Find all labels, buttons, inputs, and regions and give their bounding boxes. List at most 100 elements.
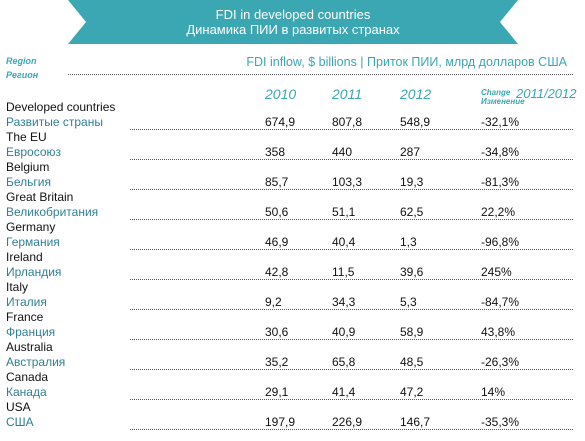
value-2010: 9,2	[265, 295, 282, 309]
row-divider	[130, 399, 573, 400]
value-2012: 548,9	[400, 115, 431, 129]
value-2012: 39,6	[400, 265, 424, 279]
table-row: USA США 197,9 226,9 146,7 -35,3%	[0, 400, 585, 430]
row-divider	[130, 369, 573, 370]
year-header-2012: 2012	[400, 86, 432, 102]
value-2010: 42,8	[265, 265, 289, 279]
units-label: FDI inflow, $ billions | Приток ПИИ, млр…	[246, 55, 567, 69]
table-row: Great Britain Великобритания 50,6 51,1 62,5 2…	[0, 190, 585, 220]
change-header-ru: Изменение	[481, 97, 525, 106]
value-2010: 46,9	[265, 235, 289, 249]
value-2011: 40,4	[332, 235, 356, 249]
value-2011: 807,8	[332, 115, 363, 129]
value-2012: 287	[400, 145, 421, 159]
header-divider	[68, 74, 573, 75]
value-2010: 29,1	[265, 385, 289, 399]
change-header-range: 2011/2012	[516, 86, 577, 101]
value-change: -84,7%	[481, 295, 520, 309]
value-2010: 30,6	[265, 325, 289, 339]
value-2010: 85,7	[265, 175, 289, 189]
value-2012: 1,3	[400, 235, 417, 249]
table-row: Ireland Ирландия 42,8 11,5 39,6 245%	[0, 250, 585, 280]
value-2012: 48,5	[400, 355, 424, 369]
region-name-ru: Евросоюз	[6, 145, 62, 159]
region-name-en: Italy	[6, 280, 29, 294]
change-header-en: Change	[481, 88, 511, 97]
region-name-ru: Великобритания	[6, 205, 99, 219]
value-2012: 58,9	[400, 325, 424, 339]
row-divider	[130, 279, 573, 280]
value-2011: 103,3	[332, 175, 363, 189]
value-2011: 11,5	[332, 265, 355, 279]
row-divider	[130, 309, 573, 310]
title-en: FDI in developed countries	[215, 7, 371, 22]
region-label-ru: Регион	[6, 70, 39, 80]
value-2011: 40,9	[332, 325, 356, 339]
table-row: Italy Италия 9,2 34,3 5,3 -84,7%	[0, 280, 585, 310]
value-2010: 50,6	[265, 205, 289, 219]
row-divider	[130, 339, 573, 340]
region-name-en: Australia	[6, 340, 53, 354]
value-2012: 19,3	[400, 175, 424, 189]
value-2011: 34,3	[332, 295, 356, 309]
region-name-en: Germany	[6, 220, 56, 234]
row-divider	[130, 429, 573, 430]
value-2011: 226,9	[332, 415, 363, 429]
title-ru: Динамика ПИИ в развитых странах	[186, 22, 400, 37]
value-change: -32,1%	[481, 115, 520, 129]
region-name-ru: Австралия	[6, 355, 66, 369]
table-row: France Франция 30,6 40,9 58,9 43,8%	[0, 310, 585, 340]
value-2011: 41,4	[332, 385, 356, 399]
value-change: 245%	[481, 265, 512, 279]
region-name-ru: Франция	[6, 325, 56, 339]
value-change: -96,8%	[481, 235, 520, 249]
value-2010: 35,2	[265, 355, 289, 369]
region-name-en: Belgium	[6, 160, 50, 174]
row-divider	[130, 219, 573, 220]
value-change: 14%	[481, 385, 506, 399]
change-header-labels: Change Изменение	[481, 88, 525, 106]
value-2012: 146,7	[400, 415, 431, 429]
region-name-ru: Ирландия	[6, 265, 62, 279]
table-row: The EU Евросоюз 358 440 287 -34,8%	[0, 130, 585, 160]
region-name-en: Ireland	[6, 250, 43, 264]
row-divider	[130, 189, 573, 190]
value-2010: 358	[265, 145, 286, 159]
value-2012: 47,2	[400, 385, 424, 399]
row-divider	[130, 129, 573, 130]
region-name-ru: Канада	[6, 385, 47, 399]
value-2012: 62,5	[400, 205, 424, 219]
region-label-en: Region	[6, 56, 37, 66]
value-change: 22,2%	[481, 205, 516, 219]
region-name-ru: США	[6, 415, 34, 429]
region-name-ru: Развитые страны	[6, 115, 103, 129]
year-header-2010: 2010	[265, 86, 297, 102]
value-2011: 65,8	[332, 355, 356, 369]
table-row: Developed countries Развитые страны 674,9 8…	[0, 100, 585, 130]
table-row: Belgium Бельгия 85,7 103,3 19,3 -81,3%	[0, 160, 585, 190]
value-2010: 674,9	[265, 115, 296, 129]
year-header-2011: 2011	[332, 86, 363, 102]
region-name-ru: Бельгия	[6, 175, 51, 189]
region-name-en: Developed countries	[6, 100, 116, 114]
region-name-en: Great Britain	[6, 190, 74, 204]
region-name-ru: Германия	[6, 235, 60, 249]
table-row: Germany Германия 46,9 40,4 1,3 -96,8%	[0, 220, 585, 250]
value-change: 43,8%	[481, 325, 516, 339]
value-change: -26,3%	[481, 355, 520, 369]
value-change: -81,3%	[481, 175, 520, 189]
region-name-ru: Италия	[6, 295, 47, 309]
table-row: Canada Канада 29,1 41,4 47,2 14%	[0, 370, 585, 400]
region-name-en: France	[6, 310, 44, 324]
row-divider	[130, 249, 573, 250]
value-2011: 51,1	[332, 205, 356, 219]
value-2011: 440	[332, 145, 353, 159]
row-divider	[130, 159, 573, 160]
value-2010: 197,9	[265, 415, 296, 429]
region-name-en: The EU	[6, 130, 47, 144]
table-row: Australia Австралия 35,2 65,8 48,5 -26,3%	[0, 340, 585, 370]
value-change: -34,8%	[481, 145, 520, 159]
title-banner: FDI in developed countries Динамика ПИИ …	[68, 0, 518, 44]
value-2012: 5,3	[400, 295, 417, 309]
value-change: -35,3%	[481, 415, 520, 429]
